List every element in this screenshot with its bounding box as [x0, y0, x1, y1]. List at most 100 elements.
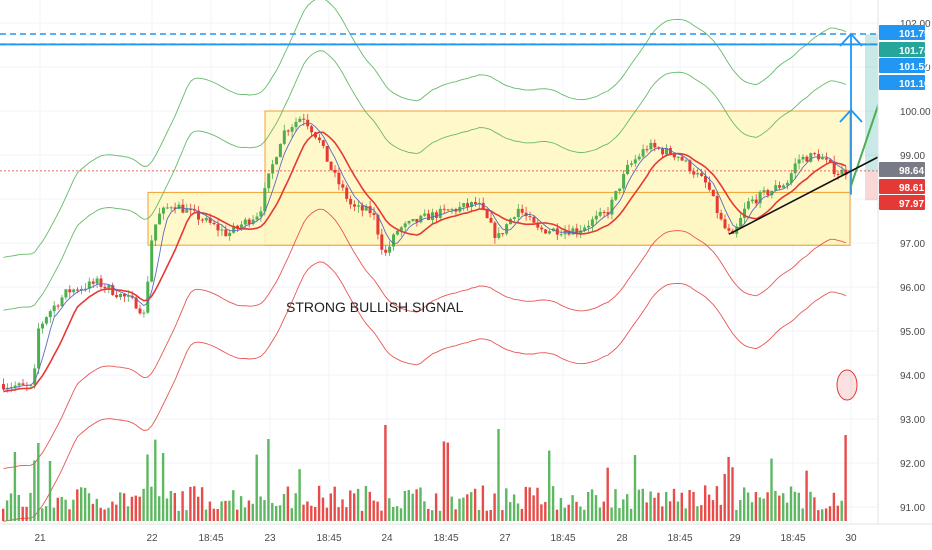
volume-bar: [212, 508, 215, 521]
volume-bar: [727, 457, 730, 521]
candle-body: [516, 208, 520, 218]
volume-bar: [216, 508, 219, 521]
grid: [0, 0, 878, 523]
candle-body: [411, 218, 415, 222]
volume-bar: [672, 488, 676, 521]
candle-body: [212, 222, 216, 225]
volume-bar: [107, 507, 110, 521]
candle-body: [446, 209, 450, 211]
stop-zone: [865, 170, 878, 201]
volume-bar: [505, 488, 508, 521]
candle-body: [758, 191, 762, 204]
volume-bar: [434, 493, 438, 521]
candle-body: [29, 384, 33, 386]
target-zone: [865, 34, 878, 171]
volume-bar: [563, 507, 566, 521]
candle-body: [353, 204, 356, 207]
candle-body: [154, 224, 158, 241]
volume-bar: [177, 510, 180, 521]
candle-body: [150, 240, 154, 282]
trendline: [728, 154, 883, 235]
volume-bar: [337, 507, 340, 521]
candle-body: [481, 202, 485, 210]
volume-bar: [165, 498, 169, 521]
volume-bar: [263, 500, 266, 521]
volume-bar: [302, 504, 305, 521]
volume-bar: [446, 442, 449, 521]
volume-bar: [33, 460, 36, 521]
volume-bar: [103, 509, 106, 521]
volume-bar: [134, 495, 137, 521]
volume-bar: [551, 486, 555, 521]
volume-bar: [290, 508, 293, 521]
candle-body: [380, 234, 384, 250]
time-axis[interactable]: 21 22 18:45 23 18:45 24 18:45 27 18:45 28 18:45 29 1…: [0, 523, 932, 550]
candle-body: [610, 199, 614, 215]
candle-body: [360, 205, 364, 211]
candle-body: [688, 160, 692, 172]
candle-body: [388, 246, 392, 253]
candle-body: [680, 156, 684, 161]
volume-bar: [442, 441, 446, 521]
upper-band-inner: [3, 50, 847, 311]
price-tick-label: 94.00: [900, 371, 925, 382]
volume-bar: [532, 495, 535, 521]
volume-bar: [384, 425, 387, 521]
volume-bar: [282, 493, 286, 521]
volume-bar: [583, 509, 586, 521]
candle-body: [146, 281, 150, 313]
volume-bar: [626, 494, 629, 521]
volume-bar: [317, 485, 321, 521]
price-tick-label: 93.00: [900, 415, 925, 426]
time-tick-label: 18:45: [316, 533, 341, 544]
volume-bar: [298, 469, 301, 521]
volume-bar: [72, 499, 75, 521]
strong-bullish-signal-label: STRONG BULLISH SIGNAL: [286, 299, 464, 315]
volume-bar: [520, 508, 524, 521]
volume-bar: [236, 509, 239, 521]
candle-body: [68, 289, 72, 293]
time-axis-bg: [0, 524, 932, 550]
price-tick-label: 92.00: [900, 459, 925, 470]
candle-body: [645, 149, 649, 151]
candle-body: [2, 384, 5, 390]
volume-bar: [536, 487, 539, 521]
candle-body: [103, 286, 107, 289]
volume-bar: [692, 491, 695, 521]
price-axis[interactable]: 91.0092.0093.0094.0095.0096.0097.0098.00…: [877, 0, 932, 550]
volume-bar: [364, 486, 368, 521]
volume-bar: [419, 487, 422, 521]
volume-bar: [680, 492, 683, 521]
candle-body: [450, 209, 454, 211]
volume-bar: [411, 493, 414, 521]
candle-body: [91, 281, 95, 284]
candle-body: [356, 205, 360, 207]
volume-bar: [470, 492, 473, 521]
volume-bar: [598, 507, 602, 521]
candle-body: [204, 217, 208, 221]
candle-body: [657, 147, 661, 149]
price-tag: [879, 179, 925, 194]
candle-body: [493, 222, 497, 238]
volume-bar: [614, 489, 617, 521]
volume-bar: [544, 501, 547, 521]
candle-body: [762, 190, 766, 192]
time-tick-label: 29: [729, 533, 741, 544]
volume-bar: [801, 508, 804, 521]
candle-body: [840, 169, 844, 175]
volume-bar: [454, 509, 457, 521]
time-tick-label: 21: [34, 533, 46, 544]
candle-body: [368, 206, 372, 214]
volume-bar: [150, 486, 153, 521]
volume-bar: [793, 491, 797, 521]
price-tag-label: 101.52: [899, 62, 930, 73]
candle-body: [314, 132, 317, 138]
candle-body: [528, 216, 532, 218]
candle-body: [407, 221, 411, 224]
volume-bar: [395, 506, 399, 521]
candle-body: [197, 210, 200, 220]
candle-body: [158, 213, 161, 225]
volume-bar: [743, 487, 746, 521]
candle-body: [497, 233, 501, 238]
